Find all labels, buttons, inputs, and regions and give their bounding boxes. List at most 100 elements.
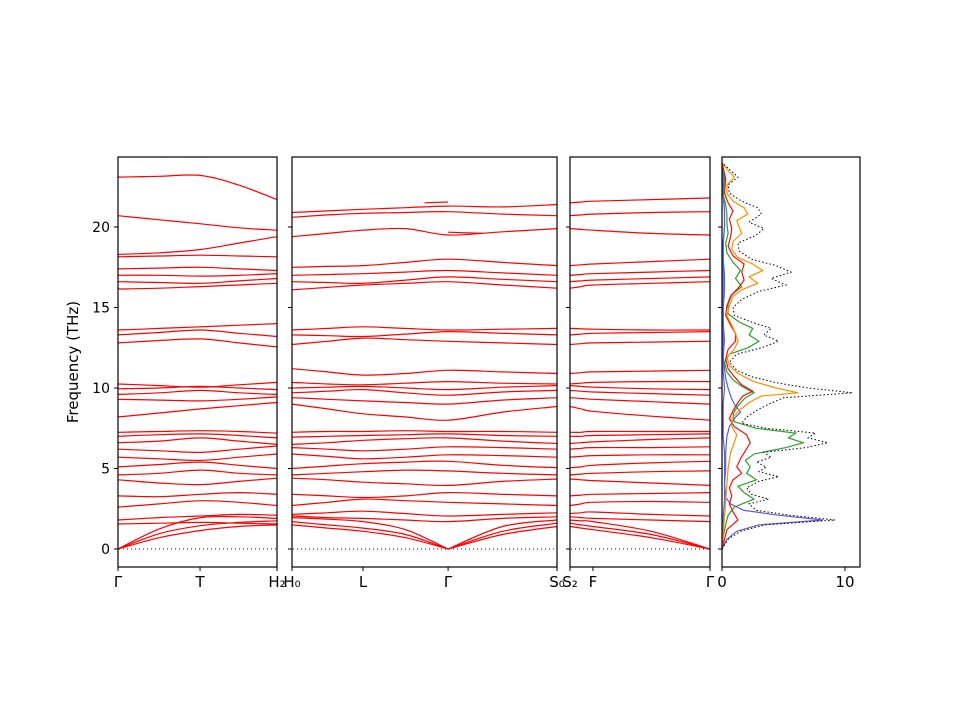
band-curve [569,437,711,445]
band-curve [569,460,711,469]
band-segment [424,201,449,204]
band-curve [117,401,278,418]
band-curve [569,340,711,346]
band-curve [569,397,711,405]
band-curve [291,437,558,445]
band-curve [569,454,711,458]
band-curve [117,515,278,550]
x-tick-label: T [194,573,205,591]
band-curve [291,326,558,331]
band-curve [117,491,278,498]
band-curve [291,460,558,470]
band-curve [569,500,711,507]
band-curve [117,254,278,258]
band-curve [291,433,558,438]
band-curve [291,453,558,460]
dos-curve-partial-green [721,162,806,550]
panel-frame [291,156,558,568]
band-curve [117,277,278,284]
axes-frames [117,156,861,568]
x-tick-label: S₀ [549,573,565,591]
band-curve [569,211,711,217]
dos-curve-partial-orange [721,162,799,550]
band-curve [569,369,711,375]
band-curve [291,258,558,268]
panel-frame [117,156,278,568]
band-curve [569,511,711,517]
band-curve [117,273,278,277]
band-curve [117,437,278,445]
x-tick-label: H₀ [283,573,300,591]
band-curve [447,525,558,550]
band-curve [117,282,278,290]
band-curve [117,477,278,486]
band-curve [291,521,449,550]
band-curve [569,519,711,550]
band-curve [117,445,278,454]
band-curve [569,197,711,204]
band-curve [569,492,711,497]
band-curve [291,337,558,346]
band-curve [117,338,278,348]
band-curve [569,478,711,486]
band-curve [291,227,558,238]
band-curve [291,510,558,517]
band-curve [569,405,711,421]
band-curve [117,389,278,395]
band-curve [291,211,558,218]
band-curve [117,266,278,272]
x-tick-label: Γ [444,573,453,591]
panel-frame [569,156,711,568]
band-curve [291,368,558,376]
band-curve [291,388,558,396]
band-curve [291,330,558,338]
band-curve [569,470,711,476]
band-curve [117,453,278,462]
band-curve [117,396,278,402]
band-curve [569,269,711,276]
band-curve [291,430,558,433]
band-curve [569,380,711,385]
band-curve [291,498,558,507]
band-curve [291,469,558,476]
y-tick-label: 10 [92,381,110,397]
dos-curve-total [721,162,853,550]
band-curve [291,446,558,452]
band-curve [569,430,710,433]
x-tick-label: F [589,573,598,591]
y-tick-label: 5 [101,462,110,478]
y-tick-label: 15 [92,301,110,317]
band-curve [117,215,278,231]
band-curve [117,500,278,508]
band-curve [291,517,449,550]
band-curve [117,385,278,391]
band-curve [569,228,711,236]
band-curve [117,469,278,476]
band-curve [291,269,558,276]
band-curve [569,327,711,331]
band-curve [117,381,278,388]
band-curve [569,522,711,550]
band-segment [448,231,483,234]
band-curve [117,430,278,434]
band-curve [291,397,558,405]
dos-curve-partial-blue [721,162,742,550]
band-curve [569,276,711,283]
band-curve [117,524,278,550]
band-curve [291,403,558,421]
y-tick-label: 20 [92,220,110,236]
band-curve [117,521,278,525]
band-curve [291,477,558,487]
band-curve [117,433,278,439]
band-curve [291,515,558,523]
band-curve [117,520,278,550]
x-tick-label: H₂ [268,573,285,591]
band-curve [569,525,711,550]
x-tick-label: Γ [114,573,123,591]
band-curve [447,522,558,550]
y-tick-label: 0 [101,542,110,558]
band-curve [117,236,278,255]
band-curve [117,461,278,470]
